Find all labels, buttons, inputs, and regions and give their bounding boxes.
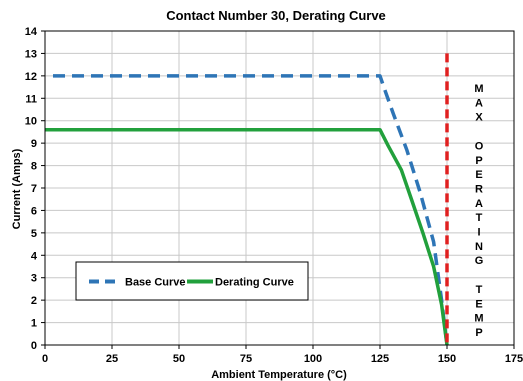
chart-title: Contact Number 30, Derating Curve	[166, 8, 386, 23]
series-line-derating-curve	[45, 127, 449, 346]
y-tick-label: 12	[25, 71, 37, 83]
legend-label-base-curve: Base Curve	[125, 277, 186, 289]
plot-border	[44, 30, 515, 346]
annotation-letter: O	[475, 140, 484, 152]
annotation-letter: X	[475, 112, 483, 124]
y-tick-label: 10	[25, 116, 37, 128]
annotation-letter: N	[475, 241, 483, 253]
y-tick-label: 9	[31, 138, 37, 150]
annotation-letter: A	[475, 97, 483, 109]
y-tick-label: 8	[31, 161, 37, 173]
x-tick-label: 125	[371, 353, 389, 365]
y-tick-label: 5	[31, 228, 37, 240]
y-tick-label: 3	[31, 273, 37, 285]
x-tick-label: 100	[304, 353, 322, 365]
annotation-letter: M	[474, 313, 483, 325]
y-tick-label: 6	[31, 205, 37, 217]
annotation-letter: A	[475, 198, 483, 210]
y-axis-label: Current (Amps)	[11, 148, 23, 229]
x-tick-label: 25	[106, 353, 118, 365]
y-tick-label: 0	[31, 340, 37, 352]
x-tick-label: 150	[438, 353, 456, 365]
x-axis-label: Ambient Temperature (°C)	[211, 369, 347, 381]
annotation-letter: T	[476, 284, 483, 296]
annotation-letter: R	[475, 183, 483, 195]
series-layer	[45, 74, 449, 346]
legend: Base Curve Derating Curve	[75, 261, 309, 301]
y-tick-label: 7	[31, 183, 37, 195]
x-tick-label: 175	[505, 353, 523, 365]
y-tick-label: 4	[31, 250, 38, 262]
y-tick-label: 13	[25, 48, 37, 60]
y-tick-label: 2	[31, 295, 37, 307]
annotation-letter: P	[475, 327, 482, 339]
x-tick-label: 75	[240, 353, 252, 365]
annotation-letter: E	[475, 169, 482, 181]
annotation-letter: M	[474, 83, 483, 95]
y-tick-label: 1	[31, 318, 37, 330]
y-tick-label: 11	[25, 93, 37, 105]
annotation-letter: G	[475, 255, 484, 267]
y-tick-label: 14	[25, 26, 38, 38]
annotation-letter: P	[475, 155, 482, 167]
x-tick-label: 50	[173, 353, 185, 365]
annotation-letter: T	[476, 212, 483, 224]
x-tick-label: 0	[42, 353, 48, 365]
annotation-letter: I	[477, 227, 480, 239]
annotation-letter: E	[475, 298, 482, 310]
legend-label-derating-curve: Derating Curve	[215, 277, 294, 289]
series-line-base-curve	[53, 74, 449, 346]
